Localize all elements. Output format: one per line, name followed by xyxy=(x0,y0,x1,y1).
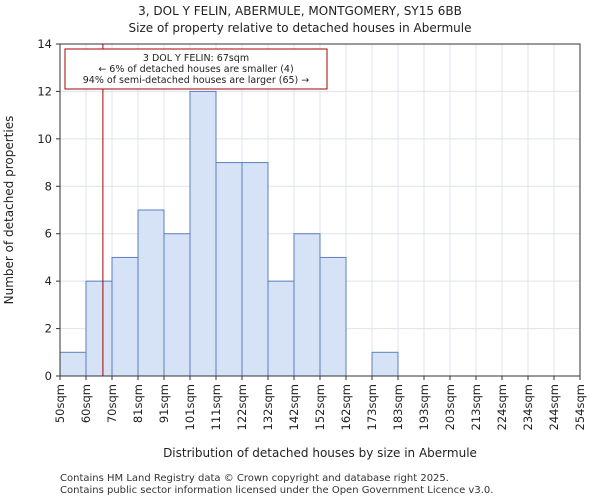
y-tick-label-0: 0 xyxy=(45,369,52,383)
y-tick-label-14: 14 xyxy=(37,37,52,51)
x-tick-label-91sqm: 91sqm xyxy=(157,384,171,423)
x-tick-label-224sqm: 224sqm xyxy=(495,384,509,430)
x-tick-label-183sqm: 183sqm xyxy=(391,384,405,430)
footer-line-1: Contains HM Land Registry data © Crown c… xyxy=(60,473,449,484)
bar-70sqm xyxy=(111,256,139,377)
x-tick-label-152sqm: 152sqm xyxy=(313,384,327,430)
footer-line-2: Contains public sector information licen… xyxy=(60,485,494,496)
annotation-line-1: 3 DOL Y FELIN: 67sqm xyxy=(143,53,249,64)
y-ticks: 0 2 4 6 8 10 12 14 xyxy=(37,37,60,383)
bar-142sqm xyxy=(293,233,321,377)
x-tick-label-142sqm: 142sqm xyxy=(287,384,301,430)
x-tick-label-254sqm: 254sqm xyxy=(573,384,587,430)
y-tick-label-6: 6 xyxy=(45,227,52,241)
x-ticks: 50sqm 60sqm 70sqm 81sqm 91sqm 101sqm 111sqm 122… xyxy=(53,376,587,430)
annotation-line-2: ← 6% of detached houses are smaller (4) xyxy=(98,64,293,75)
x-tick-label-213sqm: 213sqm xyxy=(469,384,483,430)
bar-60sqm xyxy=(85,280,113,377)
y-tick-label-8: 8 xyxy=(45,179,52,193)
x-tick-label-193sqm: 193sqm xyxy=(417,384,431,430)
x-tick-label-132sqm: 132sqm xyxy=(261,384,275,430)
x-tick-label-101sqm: 101sqm xyxy=(183,384,197,430)
x-tick-label-70sqm: 70sqm xyxy=(105,384,119,423)
y-tick-label-12: 12 xyxy=(37,84,52,98)
annotation-line-3: 94% of semi-detached houses are larger (… xyxy=(83,75,310,86)
bar-91sqm xyxy=(163,233,191,377)
chart-title: 3, DOL Y FELIN, ABERMULE, MONTGOMERY, SY… xyxy=(138,4,462,18)
y-tick-label-2: 2 xyxy=(45,322,52,336)
bar-50sqm xyxy=(59,351,87,377)
bar-81sqm xyxy=(137,209,165,377)
x-tick-label-60sqm: 60sqm xyxy=(79,384,93,423)
x-tick-label-203sqm: 203sqm xyxy=(443,384,457,430)
x-tick-label-81sqm: 81sqm xyxy=(131,384,145,423)
x-tick-label-234sqm: 234sqm xyxy=(521,384,535,430)
y-tick-label-10: 10 xyxy=(37,132,52,146)
histogram-chart: 0 2 4 6 8 10 12 14 50sqm 60sqm 70sqm 81sqm 91sqm 101… xyxy=(2,37,587,460)
bar-173sqm xyxy=(371,351,399,377)
bar-101sqm xyxy=(189,90,217,377)
bar-122sqm xyxy=(241,162,269,377)
annotation-box: 3 DOL Y FELIN: 67sqm ← 6% of detached ho… xyxy=(64,48,328,90)
x-tick-label-173sqm: 173sqm xyxy=(365,384,379,430)
x-axis-label: Distribution of detached houses by size … xyxy=(163,446,477,460)
chart-subtitle: Size of property relative to detached ho… xyxy=(128,21,472,35)
x-tick-label-50sqm: 50sqm xyxy=(53,384,67,423)
bar-132sqm xyxy=(267,280,295,377)
y-axis-label: Number of detached properties xyxy=(2,116,16,305)
bar-152sqm xyxy=(319,256,347,377)
y-tick-label-4: 4 xyxy=(45,274,52,288)
bars xyxy=(59,90,399,377)
bar-111sqm xyxy=(215,162,243,377)
x-tick-label-244sqm: 244sqm xyxy=(547,384,561,430)
x-tick-label-111sqm: 111sqm xyxy=(209,384,223,430)
x-tick-label-162sqm: 162sqm xyxy=(339,384,353,430)
x-tick-label-122sqm: 122sqm xyxy=(235,384,249,430)
